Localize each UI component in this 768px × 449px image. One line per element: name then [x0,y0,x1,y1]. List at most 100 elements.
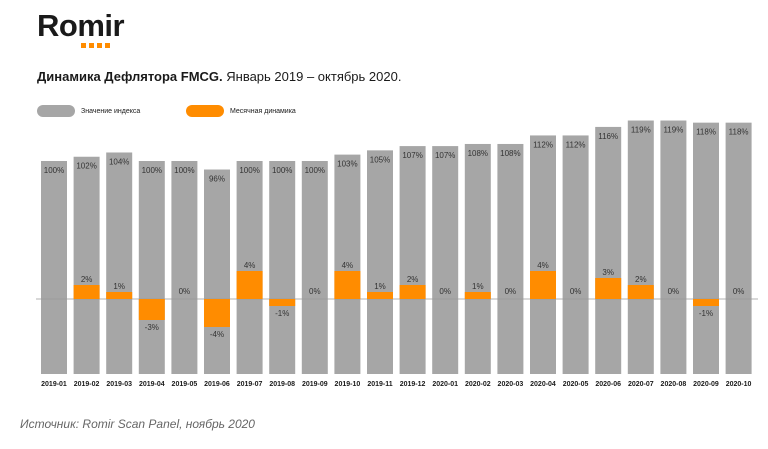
index-bar [41,161,67,374]
x-tick-label: 2019-04 [139,381,165,388]
legend-swatch-index [37,105,75,117]
legend-item-monthly: Месячная динамика [186,104,296,118]
monthly-change-label: -1% [275,309,289,318]
x-tick-label: 2020-08 [661,381,687,388]
logo-dot [89,43,94,48]
index-bar [725,122,752,374]
monthly-change-label: -4% [210,330,224,339]
index-value-label: 119% [631,126,651,135]
logo-dot [105,43,110,48]
index-bar [562,135,589,374]
x-tick-label: 2020-01 [432,381,458,388]
index-value-label: 112% [566,140,586,149]
logo-text: Romir [37,8,125,43]
index-value-label: 100% [239,166,259,175]
index-value-label: 116% [598,132,618,141]
index-value-label: 100% [142,166,162,175]
legend-label-monthly: Месячная динамика [230,107,296,115]
monthly-change-bar [73,285,100,299]
index-bar [627,120,654,374]
index-bar [138,161,165,374]
index-value-label: 112% [533,140,553,149]
monthly-change-label: -1% [699,309,713,318]
logo-dots [81,43,110,48]
index-value-label: 103% [337,160,357,169]
monthly-change-label: 0% [505,287,517,296]
legend-label-index: Значение индекса [81,107,141,115]
monthly-change-bar [595,278,622,299]
x-tick-label: 2019-05 [172,381,198,388]
index-value-label: 105% [370,155,390,164]
x-tick-label: 2020-04 [530,381,556,388]
index-bar [236,161,263,374]
index-bar [301,161,328,374]
index-bar [399,146,426,374]
monthly-change-bar [204,299,230,327]
monthly-change-label: 2% [407,275,419,284]
index-bar [171,161,198,374]
index-bar [367,150,393,374]
index-value-label: 100% [272,166,292,175]
monthly-change-label: 0% [309,287,321,296]
index-bar [106,152,133,374]
monthly-change-bar [530,271,556,299]
index-bar [693,122,719,374]
index-value-label: 108% [500,149,520,158]
index-value-label: 119% [663,126,683,135]
source-note: Источник: Romir Scan Panel, ноябрь 2020 [20,417,255,431]
monthly-change-bar [464,292,491,299]
legend-item-index: Значение индекса [37,104,140,118]
x-tick-label: 2020-06 [595,381,621,388]
x-tick-label: 2019-01 [41,381,67,388]
monthly-change-label: 4% [244,261,256,270]
chart-title-rest: Январь 2019 – октябрь 2020. [222,69,402,84]
monthly-change-label: 1% [113,282,125,291]
x-tick-label: 2019-08 [269,381,295,388]
monthly-change-bar [269,299,296,306]
index-value-label: 108% [468,149,488,158]
index-value-label: 100% [174,166,194,175]
index-bar [497,143,524,374]
monthly-change-label: 1% [374,282,386,291]
logo-dot [97,43,102,48]
x-tick-label: 2019-12 [400,381,426,388]
x-tick-label: 2019-02 [74,381,100,388]
index-value-label: 96% [209,175,225,184]
x-tick-label: 2020-03 [498,381,524,388]
monthly-change-bar [236,271,263,299]
index-bar [595,126,622,374]
index-value-label: 100% [305,166,325,175]
monthly-change-label: 4% [537,261,549,270]
x-tick-label: 2019-07 [237,381,263,388]
x-tick-label: 2019-10 [335,381,361,388]
monthly-change-bar [334,271,361,299]
index-bar [204,169,230,374]
index-value-label: 107% [435,151,455,160]
chart-title: Динамика Дефлятора FMCG. Январь 2019 – о… [37,69,401,84]
monthly-change-label: 2% [81,275,93,284]
x-tick-label: 2020-09 [693,381,719,388]
index-bar [269,161,296,374]
monthly-change-bar [138,299,165,320]
index-bar [660,120,687,374]
index-bar [432,146,459,374]
x-tick-label: 2019-11 [367,381,392,388]
index-value-label: 102% [76,162,96,171]
monthly-change-label: 0% [570,287,582,296]
monthly-change-label: 2% [635,275,647,284]
legend-swatch-monthly [186,105,224,117]
monthly-change-label: 4% [342,261,354,270]
x-tick-label: 2020-02 [465,381,491,388]
x-tick-label: 2020-10 [726,381,752,388]
monthly-change-bar [367,292,393,299]
x-tick-label: 2020-05 [563,381,589,388]
monthly-change-bar [399,285,426,299]
index-value-label: 118% [696,128,716,137]
x-tick-label: 2020-07 [628,381,654,388]
monthly-change-bar [627,285,654,299]
monthly-change-label: 0% [668,287,680,296]
monthly-change-label: -3% [145,323,159,332]
logo-dot [81,43,86,48]
monthly-change-label: 0% [179,287,191,296]
